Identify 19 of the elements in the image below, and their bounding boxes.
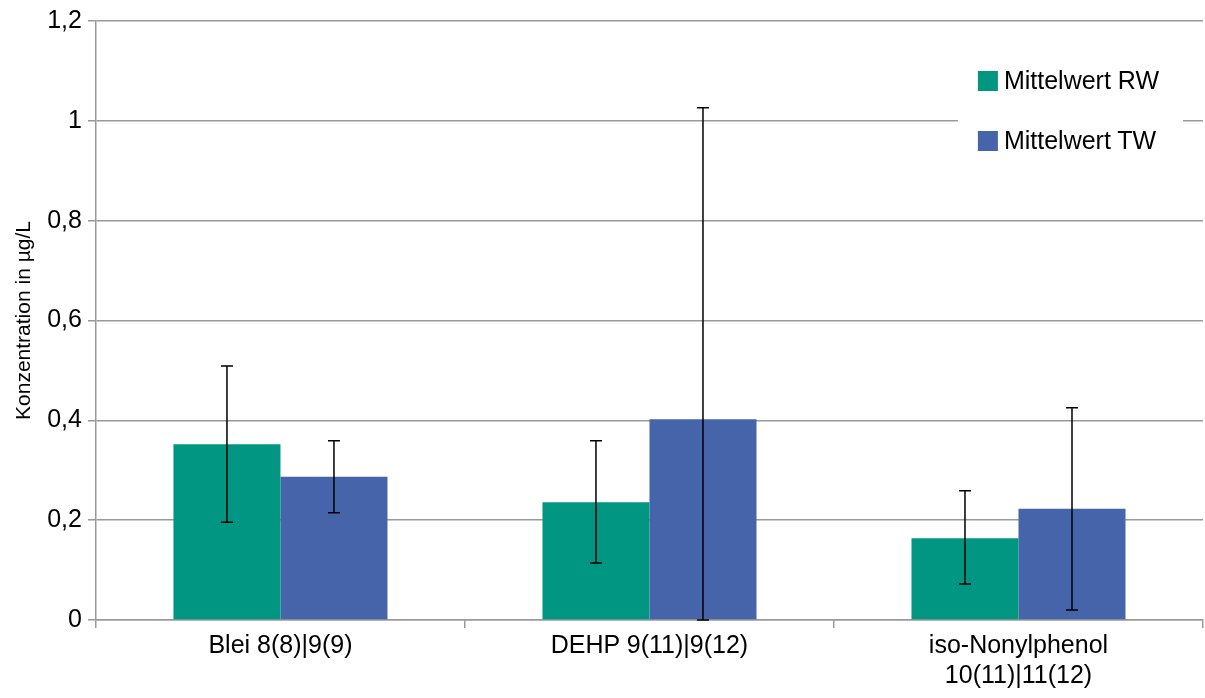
y-tick-label: 0,4 (47, 404, 83, 433)
y-tick-label: 1,2 (47, 4, 82, 33)
legend-label: Mittelwert TW (1003, 125, 1157, 154)
bar (911, 538, 1019, 620)
y-axis-title: Konzentration in µg/L (11, 221, 35, 420)
y-tick-label: 0,6 (47, 304, 82, 333)
y-tick-label: 0,8 (47, 204, 82, 233)
y-tick-label: 0 (68, 603, 82, 632)
x-tick-label: Blei 8(8)|9(9) (208, 629, 353, 658)
legend-label: Mittelwert RW (1003, 65, 1160, 94)
bar (173, 444, 281, 620)
bar (542, 502, 650, 620)
y-tick-label: 1 (68, 104, 82, 133)
bar (1018, 508, 1126, 620)
bar (649, 419, 757, 620)
y-tick-label: 0,2 (47, 504, 82, 533)
x-tick-label: iso-Nonylphenol 10(11)|11(12) (928, 629, 1109, 688)
bar (280, 476, 388, 620)
x-tick-label: DEHP 9(11)|9(12) (550, 629, 749, 658)
